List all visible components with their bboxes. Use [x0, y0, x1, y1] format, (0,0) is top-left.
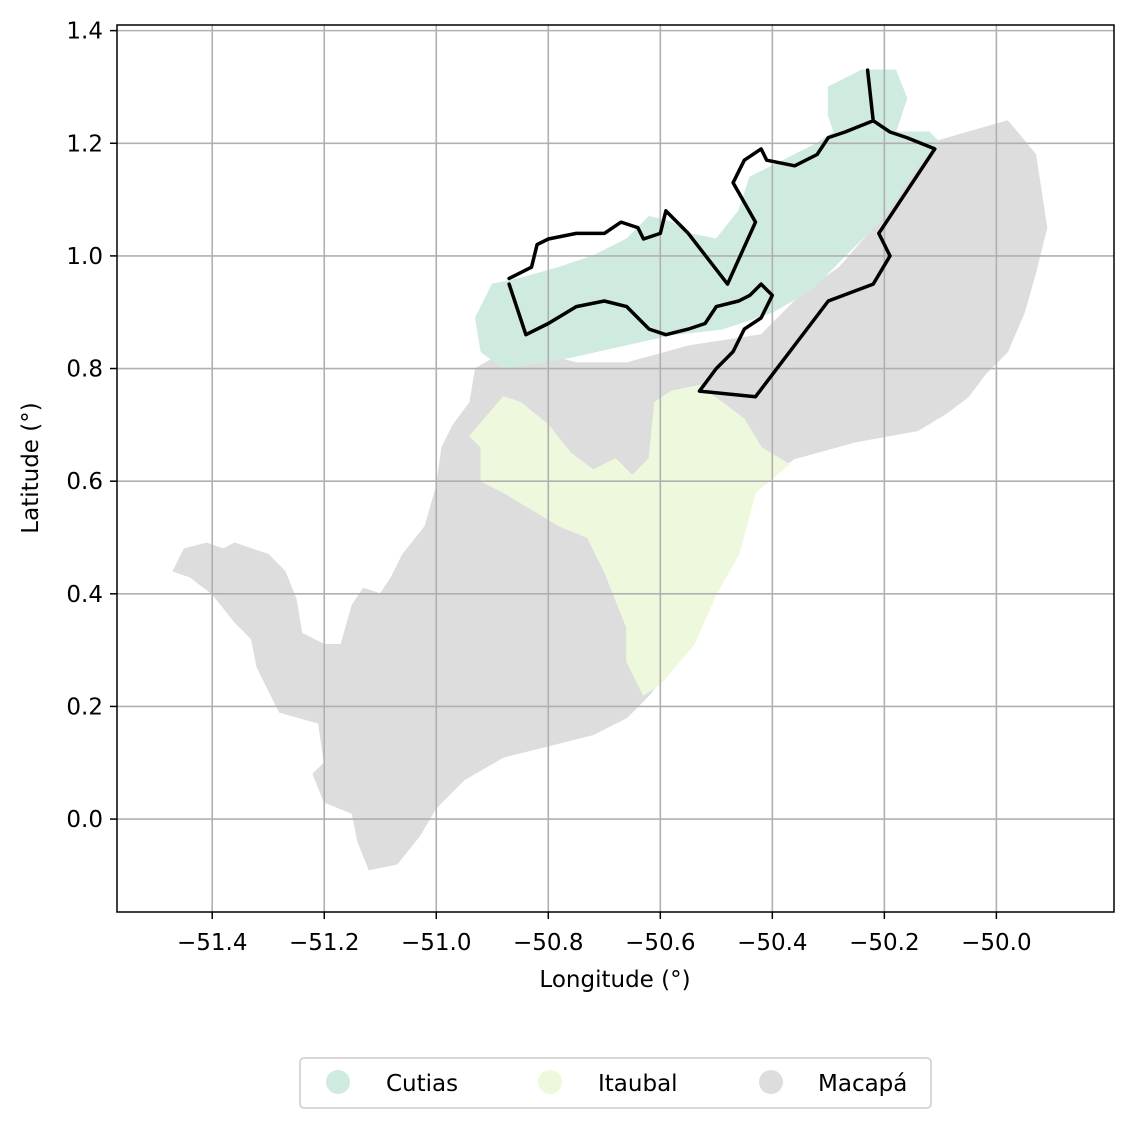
legend-swatch-itaubal	[538, 1070, 562, 1094]
legend: Cutias Itaubal Macapá	[299, 1057, 932, 1109]
plot-frame	[116, 24, 1115, 913]
x-tick-label: −50.0	[961, 930, 1031, 956]
grid-layer	[117, 25, 1114, 912]
y-tick-label: 1.4	[66, 19, 103, 45]
legend-swatch-cutias	[326, 1070, 350, 1094]
legend-label-cutias: Cutias	[386, 1071, 458, 1097]
protected-area-outline-1	[507, 68, 937, 399]
legend-label-itaubal: Itaubal	[598, 1071, 678, 1097]
x-tick-label: −51.2	[289, 930, 359, 956]
legend-swatch-macapa	[759, 1070, 783, 1094]
y-axis-label: Latitude (°)	[18, 402, 44, 533]
y-tick-label: 0.0	[66, 807, 103, 833]
x-tick-label: −50.2	[849, 930, 919, 956]
x-tick-label: −50.8	[513, 930, 583, 956]
y-tick-label: 0.6	[66, 469, 103, 495]
y-tick-label: 0.4	[66, 582, 103, 608]
y-tick-label: 0.8	[66, 357, 103, 383]
x-axis-label: Longitude (°)	[539, 967, 690, 993]
ticks-layer: −51.4 −51.2 −51.0 −50.8 −50.6 −50.4 −50.2 −50.0…	[66, 19, 1031, 956]
x-tick-label: −51.4	[177, 930, 247, 956]
x-tick-label: −51.0	[401, 930, 471, 956]
y-tick-label: 0.2	[66, 694, 103, 720]
x-tick-label: −50.6	[625, 930, 695, 956]
region-itaubal	[469, 384, 790, 696]
y-tick-label: 1.0	[66, 244, 103, 270]
regions-layer	[172, 69, 1048, 871]
x-tick-label: −50.4	[737, 930, 807, 956]
legend-label-macapa: Macapá	[818, 1071, 907, 1097]
y-tick-label: 1.2	[66, 131, 103, 157]
boundary-layer	[507, 68, 937, 399]
